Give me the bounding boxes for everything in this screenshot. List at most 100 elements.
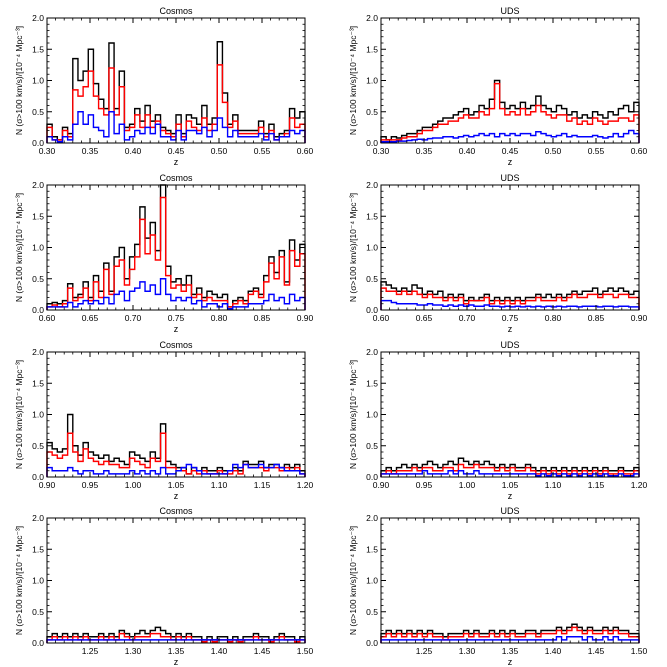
- plot-frame: [380, 351, 640, 478]
- panel-1: Cosmos 0.30 0.35 0.40 0.45 0.50 0.55 0.60 0.0 0.5…: [14, 6, 314, 167]
- x-tick-label: 1.50: [297, 646, 314, 656]
- series-total-line: [46, 626, 306, 643]
- series-total-line: [380, 79, 640, 143]
- series-total-line: [46, 413, 306, 477]
- plot-frame: [380, 17, 640, 144]
- x-tick-label: 1.50: [631, 646, 648, 656]
- x-axis-label: z: [174, 157, 179, 167]
- series-red-line: [46, 432, 306, 477]
- series-blue-line: [380, 129, 640, 143]
- x-tick-label: 1.40: [211, 646, 228, 656]
- x-tick-label: 0.45: [502, 146, 519, 156]
- panel-8: UDS 1.25 1.30 1.35 1.40 1.45 1.50 0.0 0.5 1.0 1.5 2…: [348, 506, 648, 667]
- y-axis-label: N (σ>100 km/s)/[10⁻⁴ Mpc⁻³]: [14, 26, 24, 135]
- x-tick-label: 1.05: [168, 480, 185, 490]
- y-tick-label: 1.5: [32, 544, 44, 554]
- y-tick-label: 0.0: [366, 305, 378, 315]
- x-axis-label: z: [508, 324, 513, 334]
- y-tick-label: 1.0: [366, 76, 378, 86]
- series-blue-line: [46, 111, 306, 143]
- x-axis-label: z: [174, 657, 179, 667]
- x-tick-label: 0.55: [588, 146, 605, 156]
- x-tick-label: 0.50: [545, 146, 562, 156]
- x-axis-label: z: [174, 491, 179, 501]
- y-axis-label: N (σ>100 km/s)/[10⁻⁴ Mpc⁻³]: [348, 26, 358, 135]
- y-axis-label: N (σ>100 km/s)/[10⁻⁴ Mpc⁻³]: [14, 526, 24, 635]
- y-tick-label: 0.0: [366, 138, 378, 148]
- y-tick-label: 2.0: [32, 13, 44, 23]
- y-tick-label: 2.0: [366, 513, 378, 523]
- series-blue-line: [380, 636, 640, 643]
- y-tick-label: 0.0: [366, 472, 378, 482]
- series-blue-line: [380, 470, 640, 477]
- y-tick-label: 2.0: [32, 347, 44, 357]
- y-axis-label: N (σ>100 km/s)/[10⁻⁴ Mpc⁻³]: [348, 526, 358, 635]
- y-tick-label: 1.5: [366, 44, 378, 54]
- x-tick-label: 0.90: [39, 480, 56, 490]
- x-tick-label: 0.65: [416, 313, 433, 323]
- x-tick-label: 0.30: [373, 146, 390, 156]
- panel-2: UDS 0.30 0.35 0.40 0.45 0.50 0.55 0.60 0.0 0.5 1.0…: [348, 6, 648, 167]
- y-tick-label: 1.5: [366, 544, 378, 554]
- x-tick-label: 0.95: [416, 480, 433, 490]
- x-tick-label: 1.45: [588, 646, 605, 656]
- x-tick-label: 1.30: [125, 646, 142, 656]
- y-tick-label: 1.0: [366, 243, 378, 253]
- series-red-line: [380, 463, 640, 477]
- y-tick-label: 1.5: [366, 378, 378, 388]
- x-tick-label: 1.25: [82, 646, 99, 656]
- series-blue-line: [380, 299, 640, 310]
- plot-frame: [46, 517, 306, 644]
- y-tick-label: 0.5: [32, 607, 44, 617]
- y-tick-label: 0.5: [366, 274, 378, 284]
- y-tick-label: 0.5: [32, 274, 44, 284]
- x-tick-label: 0.35: [82, 146, 99, 156]
- y-tick-label: 2.0: [366, 347, 378, 357]
- x-axis-label: z: [174, 324, 179, 334]
- x-tick-label: 1.15: [588, 480, 605, 490]
- x-tick-label: 0.65: [82, 313, 99, 323]
- x-tick-label: 0.95: [82, 480, 99, 490]
- y-tick-label: 1.0: [32, 410, 44, 420]
- x-tick-label: 0.90: [297, 313, 314, 323]
- panel-4: UDS 0.60 0.65 0.70 0.75 0.80 0.85 0.90 0.0 0.5 1.0…: [348, 173, 648, 334]
- x-tick-label: 0.30: [39, 146, 56, 156]
- panel-title: Cosmos: [159, 340, 193, 350]
- x-tick-label: 0.70: [125, 313, 142, 323]
- series-red-line: [46, 196, 306, 310]
- x-tick-label: 1.20: [297, 480, 314, 490]
- y-axis-label: N (σ>100 km/s)/[10⁻⁴ Mpc⁻³]: [14, 193, 24, 302]
- x-tick-label: 1.00: [125, 480, 142, 490]
- x-axis-label: z: [508, 157, 513, 167]
- y-tick-label: 0.0: [32, 305, 44, 315]
- x-tick-label: 0.40: [125, 146, 142, 156]
- x-axis-label: z: [508, 491, 513, 501]
- x-tick-label: 0.45: [168, 146, 185, 156]
- x-tick-label: 1.45: [254, 646, 271, 656]
- y-tick-label: 1.0: [366, 410, 378, 420]
- x-tick-label: 1.15: [254, 480, 271, 490]
- x-tick-label: 1.35: [502, 646, 519, 656]
- x-tick-label: 1.05: [502, 480, 519, 490]
- y-tick-label: 1.5: [32, 378, 44, 388]
- x-tick-label: 0.60: [297, 146, 314, 156]
- y-tick-label: 0.5: [366, 607, 378, 617]
- x-tick-label: 1.20: [631, 480, 648, 490]
- series-total-line: [380, 281, 640, 310]
- y-tick-label: 0.5: [366, 107, 378, 117]
- x-tick-label: 0.75: [502, 313, 519, 323]
- y-tick-label: 1.0: [32, 576, 44, 586]
- x-tick-label: 0.90: [373, 480, 390, 490]
- y-tick-label: 2.0: [32, 180, 44, 190]
- x-tick-label: 0.80: [545, 313, 562, 323]
- x-tick-label: 0.55: [254, 146, 271, 156]
- panel-3: Cosmos 0.60 0.65 0.70 0.75 0.80 0.85 0.90 0.0 0.5…: [14, 173, 314, 334]
- x-tick-label: 0.80: [211, 313, 228, 323]
- panel-6: UDS 0.90 0.95 1.00 1.05 1.10 1.15 1.20 0.0 0.5 1.0…: [348, 340, 648, 501]
- x-tick-label: 0.85: [588, 313, 605, 323]
- y-tick-label: 1.5: [366, 211, 378, 221]
- y-tick-label: 1.0: [32, 243, 44, 253]
- y-axis-label: N (σ>100 km/s)/[10⁻⁴ Mpc⁻³]: [348, 360, 358, 469]
- x-tick-label: 0.50: [211, 146, 228, 156]
